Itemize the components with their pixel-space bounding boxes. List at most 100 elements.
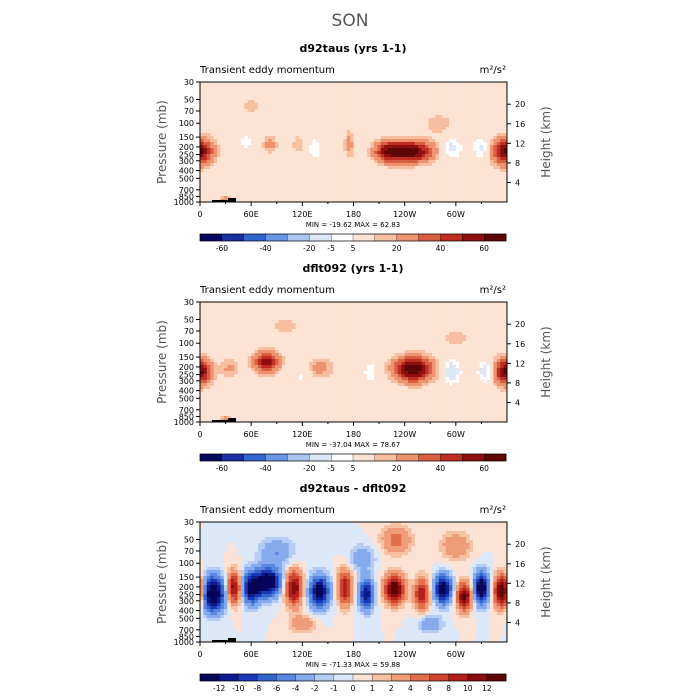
heatmap-cell (462, 121, 467, 125)
heatmap-cell (240, 142, 245, 146)
heatmap-cell (281, 344, 286, 348)
heatmap-cell (479, 169, 484, 173)
heatmap-cell (302, 329, 307, 333)
heatmap-cell (476, 94, 481, 98)
heatmap-cell (343, 112, 348, 116)
heatmap-cell (500, 85, 504, 89)
heatmap-cell (425, 142, 429, 146)
heatmap-cell (333, 118, 337, 122)
heatmap-cell (384, 178, 389, 182)
heatmap-cell (240, 163, 245, 167)
panel-dflt092: dflt092 (yrs 1-1) Transient eddy momentu… (155, 262, 553, 473)
heatmap-cell (285, 169, 290, 173)
heatmap-cell (234, 199, 238, 202)
heatmap-cell (459, 181, 464, 185)
heatmap-cell (285, 193, 290, 197)
heatmap-cell (315, 112, 320, 116)
colorbar-box (396, 233, 420, 242)
heatmap-cell (438, 139, 443, 143)
heatmap-cell (455, 127, 460, 131)
heatmap-cell (387, 329, 392, 333)
heatmap-cell (459, 100, 464, 104)
heatmap-cell (418, 148, 423, 152)
heatmap-cell (500, 148, 504, 152)
heatmap-cell (305, 326, 310, 330)
colorbar-label: -20 (303, 244, 315, 253)
heatmap-cell (472, 121, 477, 125)
heatmap-cell (288, 148, 293, 152)
heatmap-cell (356, 305, 361, 309)
heatmap-cell (442, 154, 446, 158)
heatmap-cell (230, 314, 235, 318)
heatmap-cell (476, 133, 481, 137)
heatmap-cell (363, 160, 368, 164)
heatmap-cell (305, 308, 310, 312)
y-tick-label: 30 (184, 78, 194, 87)
heatmap-cell (210, 184, 215, 188)
heatmap-cell (363, 130, 368, 134)
heatmap-cell (275, 311, 279, 315)
heatmap-cell (356, 97, 361, 101)
heatmap-cell (251, 181, 255, 185)
heatmap-cell (394, 85, 399, 89)
heatmap-cell (479, 181, 484, 185)
heatmap-cell (353, 139, 358, 143)
heatmap-cell (479, 85, 484, 89)
heatmap-cell (346, 190, 351, 194)
heatmap-cell (350, 338, 354, 342)
heatmap-cell (326, 103, 331, 107)
heatmap-cell (442, 103, 446, 107)
heatmap-cell (353, 193, 358, 197)
heatmap-cell (295, 142, 300, 146)
heatmap-cell (230, 94, 235, 98)
heatmap-cell (445, 302, 450, 306)
heatmap-cell (217, 169, 221, 173)
heatmap-cell (418, 302, 423, 306)
heatmap-cell (312, 127, 317, 131)
heatmap-cell (384, 106, 389, 110)
heatmap-cell (486, 100, 491, 104)
heatmap-cell (435, 100, 440, 104)
heatmap-cell (240, 127, 245, 131)
heatmap-cell (240, 136, 245, 140)
heatmap-cell (363, 82, 368, 86)
heatmap-cell (356, 175, 361, 179)
heatmap-cell (391, 100, 395, 104)
heatmap-cell (431, 317, 436, 321)
heatmap-cell (421, 172, 426, 176)
heatmap-cell (240, 130, 245, 134)
heatmap-cell (312, 172, 317, 176)
heatmap-cell (240, 326, 245, 330)
heatmap-cell (397, 311, 402, 315)
heatmap-cell (380, 335, 385, 339)
heatmap-cell (275, 317, 279, 321)
heatmap-cell (200, 326, 204, 330)
heatmap-cell (377, 341, 382, 345)
heatmap-cell (206, 199, 211, 202)
heatmap-cell (486, 338, 491, 342)
heatmap-cell (298, 332, 303, 336)
heatmap-cell (397, 178, 402, 182)
heatmap-cell (472, 178, 477, 182)
heatmap-cell (466, 326, 470, 330)
heatmap-cell (319, 151, 324, 155)
heatmap-cell (455, 157, 460, 161)
heatmap-cell (329, 344, 334, 348)
heatmap-cell (257, 344, 262, 348)
heatmap-cell (452, 199, 457, 202)
heatmap-cell (408, 118, 412, 122)
heatmap-cell (496, 139, 501, 143)
heatmap-cell (479, 94, 484, 98)
heatmap-cell (302, 106, 307, 110)
heatmap-cell (278, 169, 283, 173)
heatmap-cell (247, 335, 252, 339)
heatmap-cell (397, 130, 402, 134)
heatmap-cell (254, 130, 259, 134)
heatmap-cell (230, 338, 235, 342)
heatmap-cell (421, 88, 426, 92)
heatmap-cell (360, 341, 365, 345)
heatmap-cell (281, 136, 286, 140)
heatmap-cell (278, 109, 283, 113)
heatmap-cell (455, 166, 460, 170)
heatmap-cell (315, 151, 320, 155)
